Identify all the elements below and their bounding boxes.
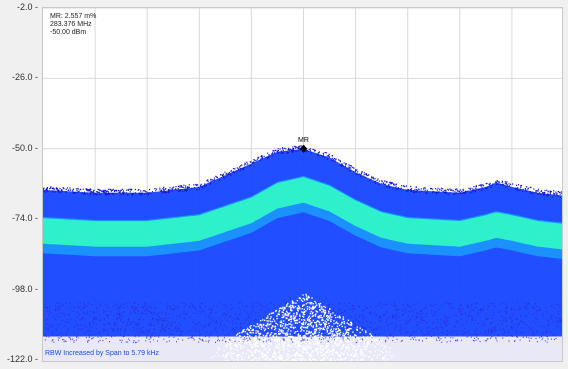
marker-readout-line: -50.00 dBm (50, 29, 87, 36)
marker-readout-line: MR: 2.557 m% (50, 13, 97, 20)
floor-clear-speckle (211, 293, 395, 361)
floor-speckle (44, 302, 562, 344)
persistence-dense-band (43, 177, 562, 250)
y-tick-label: -26.0 - (11, 72, 38, 83)
y-tick-label: -50.0 - (11, 142, 38, 153)
marker-readout: MR: 2.557 m% 283.376 MHz -50.00 dBm (50, 13, 96, 37)
marker-diamond (299, 144, 308, 153)
y-tick-label: -74.0 - (11, 213, 38, 224)
noise-body (43, 148, 562, 337)
marker-readout-line: 283.376 MHz (50, 21, 92, 28)
y-tick-label: -2.0 - (16, 2, 38, 12)
rbw-note: RBW Increased by Span to 5.79 kHz (45, 350, 159, 357)
marker-label: MR (298, 137, 309, 144)
spectrum-persistence-chart: MR (43, 8, 562, 361)
noise-edge-speckle (43, 145, 562, 198)
y-tick-label: -98.0 - (11, 283, 38, 294)
y-tick-label: -122.0 - (6, 354, 38, 364)
spectrum-plot-area[interactable]: MR (42, 7, 563, 362)
